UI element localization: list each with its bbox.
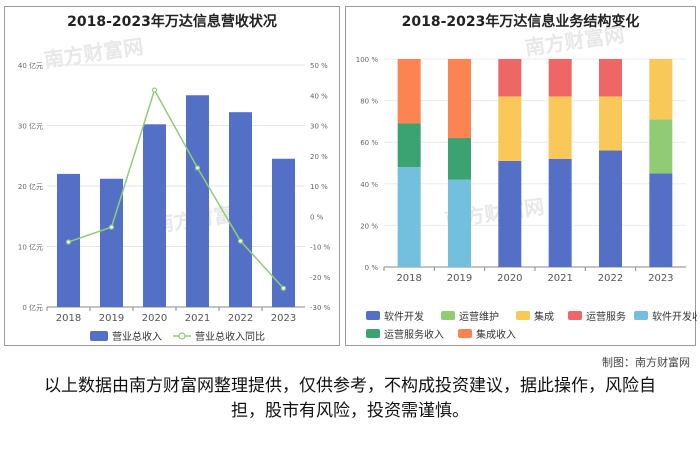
- legend-label-yoy: 营业总收入同比: [195, 330, 265, 343]
- x-tick-label: 2022: [598, 273, 623, 284]
- y-right-tick-label: -30 %: [310, 304, 331, 312]
- x-tick-label: 2020: [497, 273, 522, 284]
- legend-swatch-software_dev_income: [634, 311, 648, 320]
- segment-software_dev-2021: [548, 158, 572, 267]
- segment-integration-2020: [498, 96, 522, 161]
- legend-swatch-ops_service: [568, 311, 582, 320]
- y-right-tick-label: 10 %: [310, 183, 328, 191]
- x-tick-label: 2018: [396, 273, 421, 284]
- y-left-tick-label: 20 亿元: [18, 182, 43, 191]
- legend-label-integration_income: 集成收入: [476, 328, 516, 341]
- revenue-chart-title: 2018-2023年万达信息营收状况: [67, 14, 277, 30]
- y-right-tick-label: 40 %: [310, 92, 328, 100]
- segment-ops_service_income-2019: [448, 138, 471, 180]
- legend-label-ops_service: 运营服务: [586, 310, 626, 323]
- legend-label-software_dev_income: 软件开发收入: [652, 310, 697, 323]
- legend-swatch-ops_service_income: [366, 329, 380, 338]
- legend-label-integration: 集成: [534, 310, 554, 323]
- segment-integration-2021: [548, 96, 572, 159]
- point-yoy-2022: [237, 238, 244, 244]
- segment-software_dev-2023: [649, 173, 673, 267]
- y-tick-label: 20 %: [360, 222, 378, 230]
- bar-revenue-2021: [186, 95, 209, 307]
- point-yoy-2023: [280, 285, 287, 291]
- bar-revenue-2019: [100, 178, 123, 307]
- y-right-tick-label: -10 %: [310, 244, 331, 252]
- bar-revenue-2020: [143, 124, 166, 307]
- segment-software_dev-2020: [498, 160, 522, 267]
- y-right-tick-label: 20 %: [310, 153, 328, 161]
- segment-integration-2022: [599, 96, 622, 151]
- segment-software_dev_income-2019: [448, 179, 471, 267]
- segment-integration_income-2019: [448, 59, 471, 139]
- y-right-tick-label: 0 %: [310, 213, 324, 221]
- segment-software_dev_income-2018: [397, 167, 421, 267]
- x-tick-label: 2023: [648, 273, 673, 284]
- x-tick-label: 2022: [228, 313, 253, 324]
- legend-label-ops_maintenance: 运营维护: [459, 310, 499, 323]
- segment-software_dev-2022: [599, 150, 622, 267]
- legend-label-revenue: 营业总收入: [112, 330, 162, 343]
- x-tick-label: 2019: [99, 313, 124, 324]
- legend-label-software_dev: 软件开发: [384, 310, 424, 323]
- y-left-tick-label: 40 亿元: [18, 61, 43, 70]
- segment-ops_maintenance-2023: [649, 119, 673, 174]
- legend-swatch-revenue: [90, 331, 108, 341]
- segment-integration-2023: [649, 59, 673, 120]
- legend-swatch-yoy-dot: [178, 332, 186, 340]
- y-tick-label: 80 %: [360, 98, 378, 106]
- watermark-text: 南方财富网: [523, 22, 625, 60]
- legend-label-ops_service_income: 运营服务收入: [384, 328, 444, 341]
- bar-revenue-2023: [272, 158, 295, 307]
- watermark-text: 南方财富网: [42, 34, 144, 72]
- line-yoy: [68, 88, 285, 289]
- y-right-tick-label: 50 %: [310, 62, 328, 70]
- legend-swatch-software_dev: [366, 311, 380, 320]
- segment-ops_service-2020: [498, 59, 522, 97]
- x-tick-label: 2018: [56, 313, 81, 324]
- y-right-tick-label: 30 %: [310, 123, 328, 131]
- legend-swatch-ops_maintenance: [441, 311, 455, 320]
- y-tick-label: 0 %: [365, 264, 379, 272]
- credit-text: 制图：南方财富网: [602, 356, 690, 369]
- y-tick-label: 100 %: [356, 56, 379, 64]
- legend-swatch-integration: [516, 311, 530, 320]
- x-tick-label: 2021: [547, 273, 572, 284]
- x-tick-label: 2020: [142, 313, 167, 324]
- point-yoy-2018: [65, 239, 72, 245]
- legend-swatch-integration_income: [458, 329, 472, 338]
- segment-ops_service-2022: [599, 59, 622, 97]
- structure-chart-panel: 2018-2023年万达信息业务结构变化 南方财富网 南方财富网 0 % 20 % 40…: [345, 6, 697, 346]
- y-right-tick-label: -20 %: [310, 274, 331, 282]
- segment-ops_service-2021: [548, 59, 572, 97]
- x-tick-label: 2023: [271, 313, 296, 324]
- y-left-tick-label: 10 亿元: [18, 243, 43, 252]
- segment-ops_service_income-2018: [397, 123, 421, 168]
- y-left-tick-label: 0 亿元: [22, 303, 43, 312]
- point-yoy-2019: [108, 224, 115, 230]
- disclaimer-text: 以上数据由南方财富网整理提供，仅供参考，不构成投资建议，据此操作，风险自担，股市…: [44, 376, 656, 421]
- segment-integration_income-2018: [397, 59, 421, 124]
- bar-revenue-2022: [229, 112, 252, 307]
- y-tick-label: 60 %: [360, 139, 378, 147]
- y-left-tick-label: 30 亿元: [18, 122, 43, 131]
- x-tick-label: 2021: [185, 313, 210, 324]
- point-yoy-2020: [151, 87, 158, 93]
- structure-chart-title: 2018-2023年万达信息业务结构变化: [401, 14, 640, 30]
- point-yoy-2021: [194, 165, 201, 171]
- x-tick-label: 2019: [447, 273, 472, 284]
- y-tick-label: 40 %: [360, 181, 378, 189]
